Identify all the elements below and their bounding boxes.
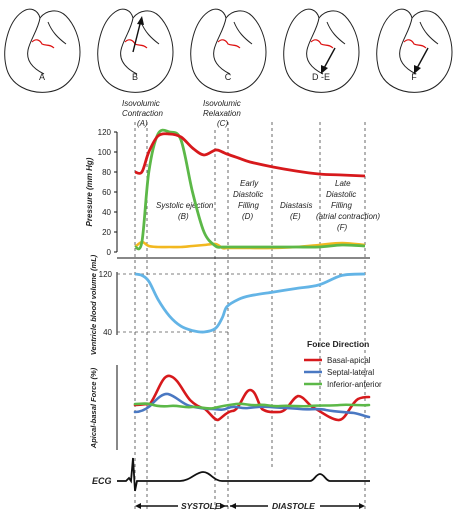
- early-filling-line-2: Diastolic: [233, 190, 263, 199]
- heart-4: D -E: [283, 8, 360, 93]
- systolic-ejection-line-1: Systolic ejection: [156, 201, 214, 210]
- heart-2: B: [97, 8, 174, 93]
- systole-arrowhead-right: [220, 503, 226, 509]
- force-curve-inferior-anterior: [133, 402, 371, 410]
- systolic-ejection-line-2: (B): [178, 212, 189, 221]
- heart-septum: [306, 17, 324, 75]
- pressure-tick-label: 20: [102, 228, 111, 237]
- late-filling-line-5: (F): [337, 223, 348, 232]
- force-panel: Apical-basal Force (%): [89, 365, 371, 450]
- legend-label-septal-lateral: Septal-lateral: [327, 368, 374, 377]
- ecg-label: ECG: [92, 476, 112, 486]
- volume-tick-120: 120: [99, 270, 113, 279]
- heart-5: F: [376, 8, 453, 93]
- pressure-tick-label: 100: [98, 148, 112, 157]
- early-filling-line-4: (D): [242, 212, 253, 221]
- heart-valve: [217, 39, 241, 49]
- heart-valve: [31, 39, 55, 49]
- heart-septum: [213, 17, 231, 75]
- heart-valve: [310, 39, 334, 49]
- heart-inner-wall: [233, 21, 253, 45]
- heart-inner-wall: [419, 21, 439, 45]
- force-axis-label: Apical-basal Force (%): [89, 367, 98, 449]
- late-filling-line-3: Filling: [331, 201, 352, 210]
- ventricle-volume-curve: [134, 272, 366, 334]
- late-filling-line-1: Late: [335, 179, 351, 188]
- iso-relaxation-line-1: Isovolumic: [203, 99, 241, 108]
- force-curve-septal-lateral: [133, 392, 371, 419]
- heart-septum: [27, 17, 45, 75]
- flow-arrow-up-icon: [132, 19, 142, 53]
- legend-label-basal-apical: Basal-apical: [327, 356, 371, 365]
- systole-label: SYSTOLE: [181, 501, 221, 511]
- pressure-tick-label: 60: [102, 188, 111, 197]
- heart-diagrams: A B C D -E F: [4, 8, 453, 93]
- flow-arrowhead-icon: [321, 65, 328, 74]
- volume-panel: 120 40 Ventricle blood volume (mL): [89, 254, 366, 355]
- force-curve-basal-apical: [133, 374, 371, 422]
- ecg-panel: ECG: [92, 457, 370, 492]
- late-filling-line-4: (atrial contraction): [316, 212, 380, 221]
- systole-arrowhead-left: [135, 503, 141, 509]
- flow-arrow-down-icon: [415, 47, 429, 71]
- iso-relaxation-line-3: (C): [217, 119, 228, 128]
- pressure-panel: 120 100 80 60 40 20 0 Pressure (mm Hg): [85, 128, 370, 259]
- heart-inner-wall: [326, 21, 346, 45]
- phase-labels: Isovolumic Contraction (A) Isovolumic Re…: [122, 99, 380, 232]
- iso-contraction-line-3: (A): [137, 119, 148, 128]
- flow-arrow-down-icon: [322, 47, 336, 71]
- diastole-arrowhead-right: [359, 503, 365, 509]
- heart-septum: [399, 17, 417, 75]
- heart-septum: [120, 17, 138, 75]
- cycle-phases-bar: SYSTOLE DIASTOLE: [135, 501, 365, 511]
- volume-axis-label: Ventricle blood volume (mL): [89, 254, 98, 355]
- pressure-tick-label: 0: [107, 248, 112, 257]
- diastole-label: DIASTOLE: [272, 501, 315, 511]
- aortic-pressure-curve: [134, 132, 366, 178]
- legend-title: Force Direction: [307, 339, 369, 349]
- legend: Force Direction Basal-apical Septal-late…: [304, 339, 382, 389]
- ecg-trace: [117, 457, 370, 492]
- heart-label: F: [411, 72, 417, 82]
- heart-1: A: [4, 8, 81, 93]
- heart-label: B: [132, 72, 138, 82]
- heart-label: A: [39, 72, 45, 82]
- heart-3: C: [190, 8, 267, 93]
- heart-label: C: [225, 72, 232, 82]
- pressure-tick-label: 80: [102, 168, 111, 177]
- heart-valve: [403, 39, 427, 49]
- iso-contraction-line-2: Contraction: [122, 109, 163, 118]
- early-filling-line-3: Filling: [238, 201, 259, 210]
- late-filling-line-2: Diastolic: [326, 190, 356, 199]
- early-filling-line-1: Early: [240, 179, 259, 188]
- pressure-tick-label: 40: [102, 208, 111, 217]
- heart-label: D -E: [312, 72, 330, 82]
- legend-label-inferior-anterior: Inferior-anterior: [327, 380, 382, 389]
- iso-contraction-line-1: Isovolumic: [122, 99, 160, 108]
- flow-arrowhead-icon: [137, 16, 144, 25]
- diastole-arrowhead-left: [230, 503, 236, 509]
- volume-tick-40: 40: [103, 328, 112, 337]
- diastasis-line-2: (E): [290, 212, 301, 221]
- iso-relaxation-line-2: Relaxation: [203, 109, 241, 118]
- pressure-axis-label: Pressure (mm Hg): [85, 157, 94, 226]
- heart-inner-wall: [47, 21, 67, 45]
- diastasis-line-1: Diastasis: [280, 201, 312, 210]
- pressure-tick-label: 120: [98, 128, 112, 137]
- flow-arrowhead-icon: [414, 65, 421, 74]
